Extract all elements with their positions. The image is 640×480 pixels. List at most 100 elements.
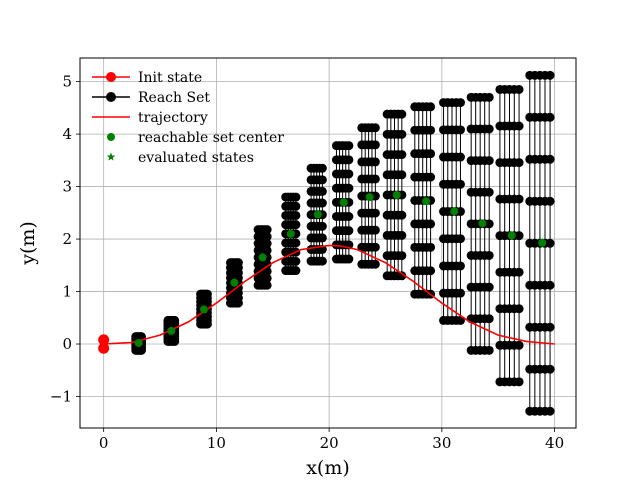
reach-set-point [514,231,524,241]
reach-set-point [545,196,555,206]
reach-set-point [484,187,494,197]
init-state-layer [98,334,110,354]
reach-set-point [370,208,380,218]
reach-set-point [344,211,354,221]
reach-set-point [317,233,327,243]
reach-set-point [484,345,494,355]
evaluated-state-point [421,196,431,205]
reach-set-point [484,124,494,134]
evaluated-state-point [365,192,374,201]
y-tick-label: 0 [62,335,72,353]
reach-set-point [344,183,354,193]
reach-set-point [455,125,465,135]
reach-set-point [484,282,494,292]
evaluated-state-point [313,209,323,219]
reach-set-point [262,280,272,290]
y-tick-label: 3 [62,178,72,196]
reach-set-point [291,210,301,220]
reach-set-point [344,254,354,264]
reach-set-point [455,315,465,325]
reach-set-point [397,230,407,240]
reach-set-point [426,149,436,159]
reach-set-point [455,207,465,217]
reach-set-point [455,288,465,298]
legend-label: trajectory [138,110,208,126]
reach-set-point [455,261,465,271]
x-tick-label: 40 [545,434,564,452]
grid [80,58,576,428]
y-tick-label: 1 [62,283,72,301]
trajectory-layer [103,244,555,345]
reach-set-point [262,266,272,276]
reach-set-point [370,242,380,252]
y-axis-label: y(m) [17,221,39,266]
reach-set-point [317,175,327,185]
evaluated-state-point [392,190,402,199]
reach-set-point [514,267,524,277]
x-tick-label: 0 [99,434,109,452]
legend-item: trajectory [92,110,208,126]
reach-set-point [397,210,407,220]
legend-item: Init state [92,70,202,86]
reach-set-point [484,156,494,166]
evaluated-state-point [449,206,459,215]
reach-set-point [317,221,327,231]
reach-set-point [170,315,180,325]
evaluated-state-point [230,278,239,287]
evaluated-state-point [134,338,143,347]
reach-set-point [514,158,524,168]
reach-set-point [545,112,555,122]
reach-set-point [514,121,524,131]
legend-marker [106,72,116,82]
reach-set-point [291,238,301,248]
reach-set-point [545,406,555,416]
y-tick-label: 5 [62,73,72,91]
legend-item: evaluated states [106,150,254,166]
reach-set-point [514,340,524,350]
y-tick-label: 4 [62,125,72,143]
ticks: 0 10 20 30 40 −1 0 1 2 3 4 5 [50,73,564,452]
reach-set-point [426,219,436,229]
reach-set-point [514,194,524,204]
reach-set-point [317,186,327,196]
x-axis-label: x(m) [306,457,350,479]
reach-set-point [262,239,272,249]
legend-item: reachable set center [107,130,284,146]
reach-set-point [262,245,272,255]
legend-label: evaluated states [138,150,254,166]
reach-set-point [545,70,555,80]
evaluated-state-point [537,238,547,247]
reach-set-point [291,266,301,276]
reach-set-point [397,170,407,180]
reach-set-point [545,154,555,164]
legend-label: reachable set center [138,130,284,146]
y-tick-label: 2 [62,230,72,248]
reach-set-point [514,304,524,314]
reach-set-point [317,198,327,208]
reach-set-point [484,92,494,102]
reach-set-point [545,322,555,332]
reach-set-point [455,179,465,189]
reach-set-point [426,125,436,135]
evaluated-state-point [286,229,296,238]
init-state-point [98,334,110,346]
reach-set-point [262,273,272,283]
reach-set-point [344,226,354,236]
reach-set-point [370,174,380,184]
reach-set-point [545,280,555,290]
evaluated-state-point [258,252,267,262]
reach-set-point [317,163,327,173]
reach-set-point [426,102,436,112]
evaluated-state-point [339,197,349,206]
y-tick-label: −1 [50,388,72,406]
reach-set-point [370,259,380,269]
reach-set-point [344,141,354,151]
reach-set-point [370,157,380,167]
reach-set-point [344,155,354,165]
legend-label: Reach Set [138,90,210,106]
reach-set-point [262,225,272,235]
legend-item: Reach Set [92,90,210,106]
reach-set-point [426,172,436,182]
reach-set-point [262,232,272,242]
reach-set-point [397,109,407,119]
